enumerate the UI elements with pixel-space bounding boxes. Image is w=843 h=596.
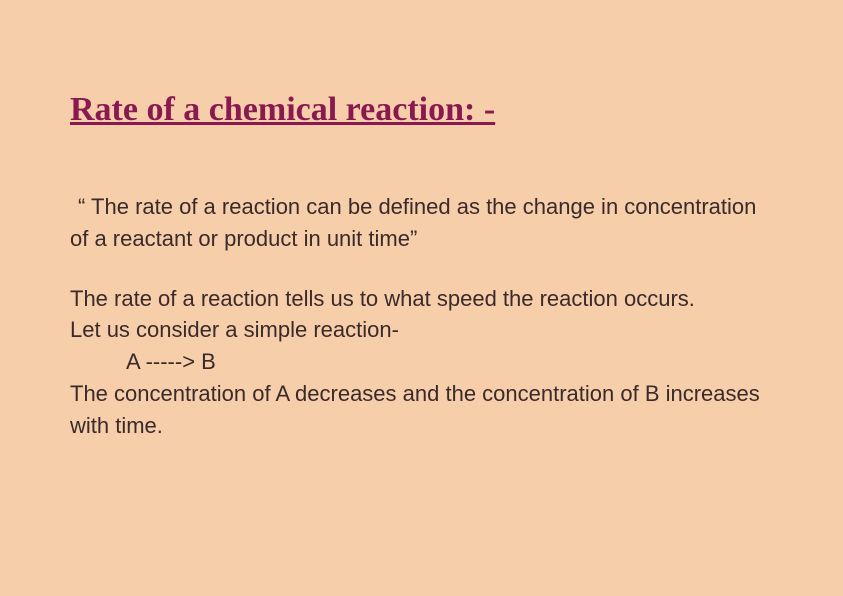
explain-line-3: The concentration of A decreases and the…: [70, 381, 760, 438]
slide: Rate of a chemical reaction: - “ The rat…: [0, 0, 843, 596]
slide-title: Rate of a chemical reaction: -: [70, 90, 773, 131]
explain-line-2: Let us consider a simple reaction-: [70, 317, 399, 342]
reaction-equation: A -----> B: [70, 349, 216, 374]
definition-paragraph: “ The rate of a reaction can be defined …: [70, 191, 773, 255]
definition-text: “ The rate of a reaction can be defined …: [70, 194, 756, 251]
explanation-paragraph: The rate of a reaction tells us to what …: [70, 283, 773, 442]
explain-line-1: The rate of a reaction tells us to what …: [70, 286, 695, 311]
